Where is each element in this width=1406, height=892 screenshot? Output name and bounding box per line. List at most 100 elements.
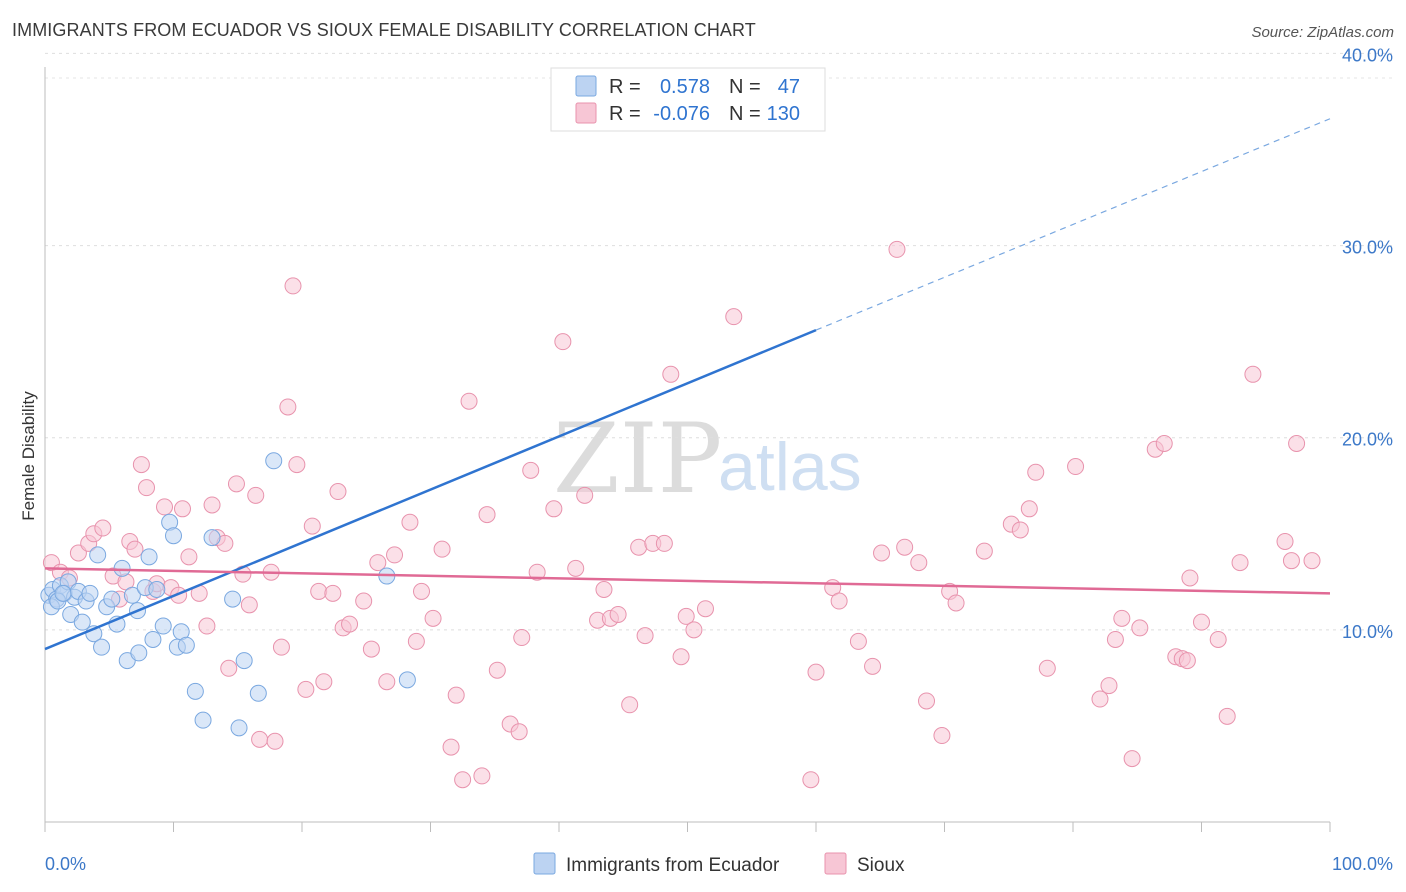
sioux-point	[94, 519, 112, 537]
sioux-point	[378, 673, 396, 691]
x-ticks	[44, 822, 1331, 832]
sioux-trend-line	[44, 567, 1331, 595]
sioux-point	[1276, 532, 1294, 550]
watermark-atlas: atlas	[718, 429, 862, 505]
bottom-legend: Immigrants from Ecuador Sioux	[533, 852, 905, 876]
ecuador-point	[230, 719, 248, 737]
sioux-point	[1218, 707, 1236, 725]
sioux-point	[545, 500, 563, 518]
sioux-point	[1020, 500, 1038, 518]
sioux-point	[473, 767, 491, 785]
sioux-point	[1067, 458, 1085, 476]
ecuador-point	[103, 590, 121, 608]
sioux-point	[132, 456, 150, 474]
sioux-point	[947, 594, 965, 612]
trend-lines	[44, 118, 1331, 651]
bottom-legend-swatch-ecuador	[533, 852, 556, 875]
sioux-point	[1282, 552, 1300, 570]
x-tick-label-min: 0.0%	[45, 854, 86, 874]
sioux-point	[1106, 630, 1124, 648]
ecuador-point	[249, 684, 267, 702]
sioux-point	[362, 640, 380, 658]
sioux-point	[180, 548, 198, 566]
sioux-point	[173, 500, 191, 518]
sioux-point	[413, 582, 431, 600]
ecuador-point	[224, 590, 242, 608]
ecuador-point	[93, 638, 111, 656]
sioux-point	[1193, 613, 1210, 631]
sioux-point	[138, 479, 156, 497]
ecuador-point	[398, 671, 416, 689]
bottom-legend-label-ecuador: Immigrants from Ecuador	[566, 855, 780, 876]
sioux-point	[355, 592, 373, 610]
legend-n-value-sioux: 130	[767, 103, 800, 125]
ecuador-point	[148, 581, 166, 599]
sioux-point	[266, 732, 284, 750]
sioux-point	[240, 596, 258, 614]
ecuador-point	[73, 613, 91, 631]
stats-legend: R = 0.578 N = 47 R = -0.076 N = 130	[550, 67, 826, 132]
sioux-point	[1123, 750, 1141, 768]
sioux-point	[685, 621, 703, 639]
y-tick-label: 20.0%	[1342, 430, 1393, 450]
sioux-point	[1303, 552, 1321, 570]
sioux-point	[329, 483, 347, 501]
ecuador-point	[186, 682, 204, 700]
sioux-point	[407, 632, 425, 650]
bottom-legend-label-sioux: Sioux	[857, 855, 905, 876]
sioux-point	[807, 663, 825, 681]
sioux-point	[447, 686, 465, 704]
sioux-point	[1288, 434, 1306, 452]
stats-legend-box	[550, 67, 826, 132]
y-tick-label: 30.0%	[1342, 238, 1393, 258]
sioux-point	[424, 609, 442, 627]
chart-title: IMMIGRANTS FROM ECUADOR VS SIOUX FEMALE …	[12, 20, 756, 40]
sioux-point	[460, 392, 478, 410]
sioux-point	[1181, 569, 1199, 587]
sioux-point	[156, 498, 174, 516]
sioux-point	[478, 506, 496, 524]
ecuador-point	[89, 546, 107, 564]
legend-r-label-sioux: R =	[609, 103, 641, 125]
sioux-point	[918, 692, 936, 710]
sioux-point	[873, 544, 891, 562]
sioux-point	[1091, 690, 1109, 708]
ecuador-point	[144, 630, 162, 648]
sioux-point	[369, 554, 387, 572]
legend-swatch-ecuador	[575, 75, 597, 97]
ecuador-point	[123, 586, 141, 604]
sioux-point	[1131, 619, 1149, 637]
chart-source: Source: ZipAtlas.com	[1251, 24, 1394, 41]
sioux-point	[310, 582, 328, 600]
sioux-point	[1038, 659, 1056, 677]
sioux-points	[42, 240, 1321, 789]
ecuador-point	[113, 559, 131, 577]
sioux-point	[297, 680, 315, 698]
sioux-point	[1178, 652, 1196, 670]
sioux-point	[830, 592, 848, 610]
sioux-point	[433, 540, 451, 558]
sioux-point	[488, 661, 506, 679]
ecuador-point	[81, 584, 99, 602]
sioux-point	[126, 540, 144, 558]
sioux-point	[896, 538, 914, 556]
sioux-point	[220, 659, 238, 677]
sioux-point	[849, 632, 867, 650]
sioux-point	[386, 546, 404, 564]
y-axis-label: Female Disability	[19, 391, 38, 521]
sioux-point	[522, 461, 540, 479]
sioux-point	[975, 542, 993, 560]
sioux-point	[672, 648, 690, 666]
y-tick-label: 40.0%	[1342, 45, 1393, 65]
sioux-point	[284, 277, 302, 295]
sioux-point	[888, 240, 906, 258]
ecuador-trend-extension	[815, 118, 1331, 331]
sioux-point	[1209, 630, 1227, 648]
ecuador-point	[130, 644, 148, 662]
sioux-point	[554, 333, 572, 351]
legend-n-label-ecuador: N =	[729, 76, 761, 98]
ecuador-point	[265, 452, 283, 470]
sioux-point	[401, 513, 419, 531]
y-tick-label: 10.0%	[1342, 622, 1393, 642]
